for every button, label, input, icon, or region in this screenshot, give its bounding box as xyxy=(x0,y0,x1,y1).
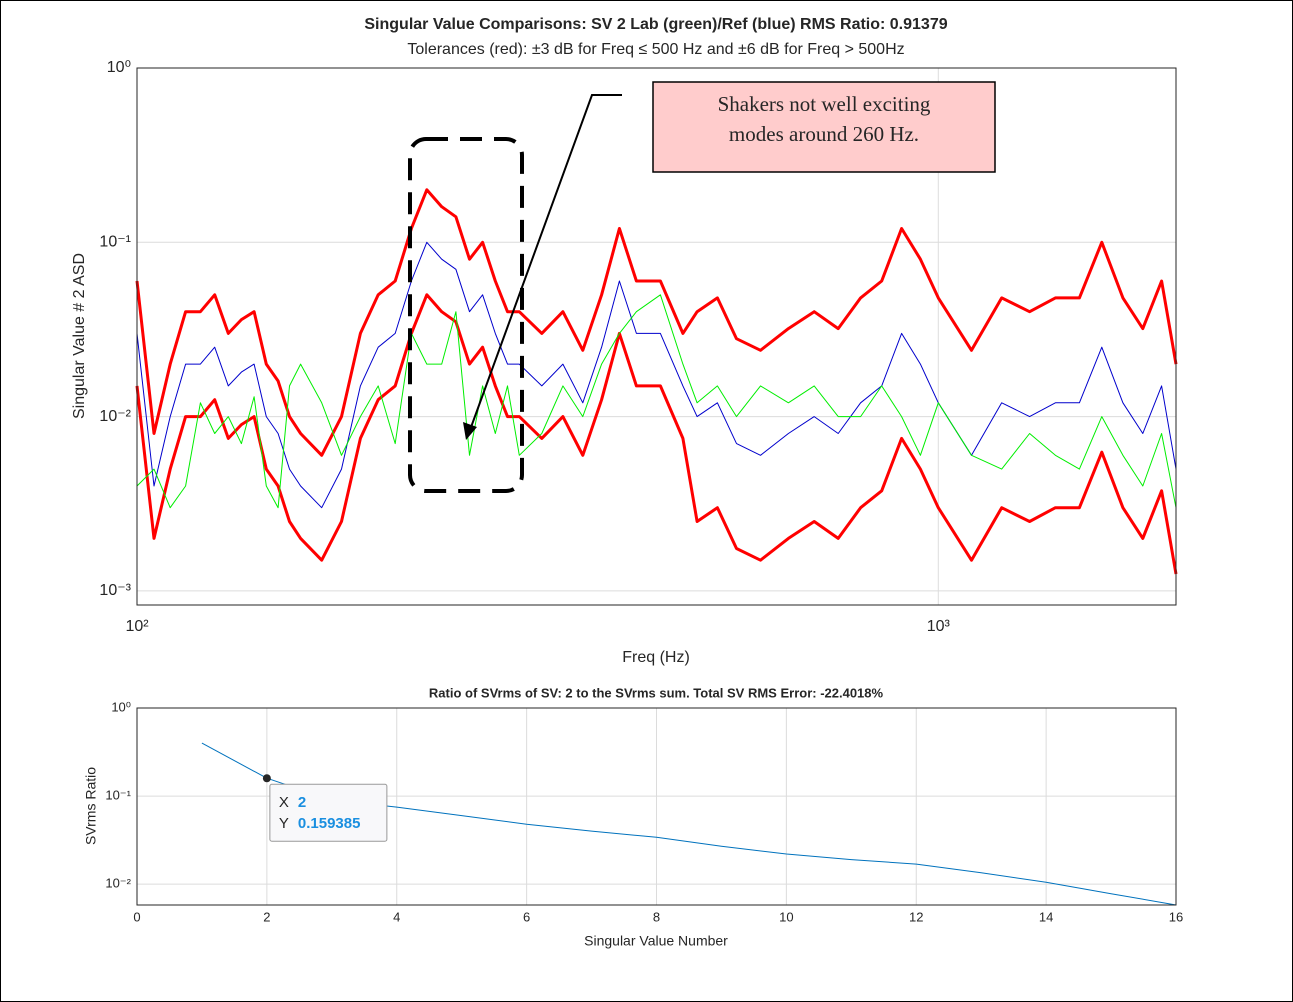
y-tick-label: 10⁻¹ xyxy=(105,788,131,803)
x-tick-label: 2 xyxy=(263,909,270,924)
data-line xyxy=(136,294,1177,509)
annotation-text: modes around 260 Hz. xyxy=(729,122,919,146)
chart-subtitle: Tolerances (red): ±3 dB for Freq ≤ 500 H… xyxy=(407,41,904,58)
axes-box xyxy=(136,707,1177,906)
y-tick-label: 10⁻¹ xyxy=(99,234,131,251)
x-tick-label: 0 xyxy=(133,909,140,924)
x-tick-label: 14 xyxy=(1039,909,1053,924)
datatip-marker xyxy=(262,774,271,783)
datatip-x-name: X xyxy=(279,794,289,811)
x-tick-label: 12 xyxy=(909,909,923,924)
x-tick-label: 10³ xyxy=(927,618,951,635)
annotation-text: Shakers not well exciting xyxy=(718,92,931,116)
x-tick-label: 4 xyxy=(393,909,400,924)
data-line xyxy=(135,293,1178,575)
y-tick-label: 10⁻³ xyxy=(99,582,131,599)
datatip-x-value: 2 xyxy=(298,794,306,811)
highlight-box xyxy=(408,137,524,493)
x-tick-label: 8 xyxy=(653,909,660,924)
datatip-box xyxy=(269,783,388,842)
x-tick-label: 10² xyxy=(125,618,149,635)
x-tick-label: 16 xyxy=(1169,909,1183,924)
chart-title: Ratio of SVrms of SV: 2 to the SVrms sum… xyxy=(429,685,884,700)
y-tick-label: 10⁻² xyxy=(105,876,131,891)
x-axis-title: Freq (Hz) xyxy=(622,649,690,666)
chart-title: Singular Value Comparisons: SV 2 Lab (gr… xyxy=(364,16,947,33)
x-tick-label: 6 xyxy=(523,909,530,924)
y-tick-label: 10⁰ xyxy=(107,59,131,76)
y-axis-title: Singular Value # 2 ASD xyxy=(71,253,88,419)
x-tick-label: 10 xyxy=(779,909,793,924)
y-tick-label: 10⁻² xyxy=(99,408,131,425)
annotation-box xyxy=(652,81,996,173)
annotation-arrow xyxy=(469,94,622,431)
x-axis-title: Singular Value Number xyxy=(584,933,728,949)
data-line xyxy=(135,188,1178,457)
arrow-head xyxy=(463,422,477,440)
y-axis-title: SVrms Ratio xyxy=(83,767,99,845)
datatip-y-name: Y xyxy=(279,815,289,832)
y-tick-label: 10⁰ xyxy=(111,699,131,714)
axes-box xyxy=(136,67,1177,606)
datatip-y-value: 0.159385 xyxy=(298,815,361,832)
